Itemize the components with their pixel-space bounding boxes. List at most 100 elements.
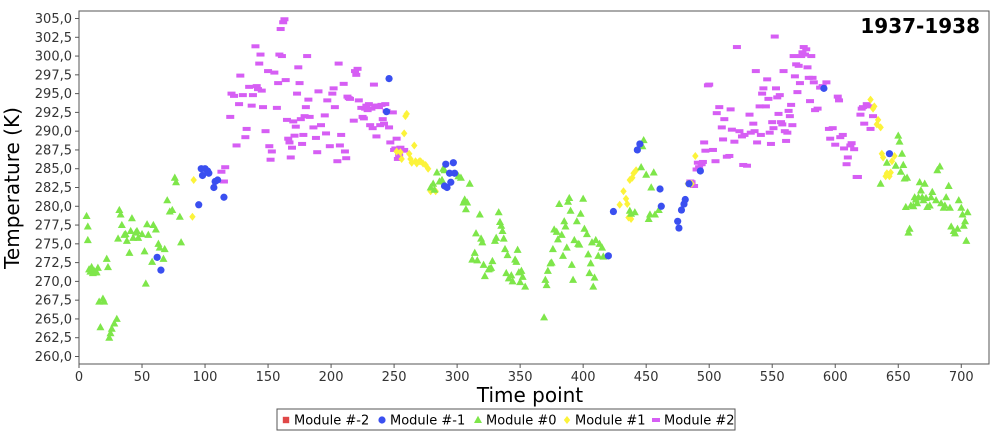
data-point bbox=[300, 114, 309, 119]
x-tick-label: 100 bbox=[193, 370, 218, 385]
data-point bbox=[586, 259, 595, 267]
data-point bbox=[328, 91, 337, 96]
y-tick-label: 265,0 bbox=[35, 312, 72, 327]
data-point bbox=[148, 257, 157, 265]
data-point bbox=[512, 257, 521, 265]
data-point bbox=[833, 94, 842, 99]
data-point bbox=[555, 199, 564, 208]
data-point bbox=[822, 80, 831, 85]
data-point bbox=[380, 121, 389, 126]
data-point bbox=[468, 255, 477, 263]
data-point bbox=[575, 240, 584, 248]
data-point bbox=[411, 141, 418, 150]
data-point bbox=[127, 214, 136, 222]
data-point bbox=[831, 142, 840, 147]
data-point bbox=[367, 106, 376, 111]
data-point bbox=[591, 235, 600, 244]
data-point bbox=[690, 183, 699, 188]
data-point bbox=[920, 179, 929, 187]
data-point bbox=[424, 164, 432, 173]
data-point bbox=[895, 137, 904, 145]
data-point bbox=[836, 135, 845, 140]
data-point bbox=[558, 251, 567, 259]
x-tick-label: 150 bbox=[256, 370, 281, 385]
data-point bbox=[582, 229, 591, 238]
data-point bbox=[626, 175, 633, 184]
data-point bbox=[813, 106, 822, 111]
data-point bbox=[241, 135, 250, 140]
data-point bbox=[470, 248, 479, 256]
data-point bbox=[871, 102, 878, 111]
data-point bbox=[232, 143, 241, 148]
data-point bbox=[122, 236, 131, 244]
data-point bbox=[656, 185, 664, 193]
x-tick-label: 200 bbox=[319, 370, 344, 385]
data-point bbox=[497, 221, 506, 229]
data-point bbox=[636, 140, 644, 148]
data-point bbox=[565, 193, 574, 202]
data-point bbox=[769, 126, 778, 131]
data-point bbox=[447, 178, 455, 186]
data-point bbox=[858, 105, 867, 110]
y-tick-label: 277,5 bbox=[35, 219, 72, 234]
data-point bbox=[261, 129, 270, 134]
data-point bbox=[95, 297, 104, 305]
data-point bbox=[270, 70, 279, 75]
data-point bbox=[226, 114, 235, 119]
data-point bbox=[947, 222, 956, 230]
data-point bbox=[888, 157, 896, 166]
data-point bbox=[958, 210, 967, 218]
data-point bbox=[117, 220, 126, 229]
data-point bbox=[170, 173, 179, 181]
data-point bbox=[291, 124, 300, 129]
data-point bbox=[850, 147, 859, 152]
data-point bbox=[701, 148, 710, 153]
data-point bbox=[705, 82, 714, 87]
data-point bbox=[856, 112, 865, 117]
data-point bbox=[513, 245, 522, 253]
data-point bbox=[437, 175, 446, 183]
data-point bbox=[584, 250, 593, 258]
y-tick-label: 272,5 bbox=[35, 256, 72, 271]
y-tick-label: 295,0 bbox=[35, 87, 72, 102]
data-point bbox=[264, 69, 273, 74]
data-point bbox=[280, 17, 289, 22]
data-point bbox=[443, 183, 451, 192]
x-tick-label: 0 bbox=[75, 370, 83, 385]
data-point bbox=[787, 102, 796, 107]
data-point bbox=[266, 157, 275, 162]
data-point bbox=[711, 159, 720, 164]
data-point bbox=[885, 150, 894, 158]
data-point bbox=[335, 143, 344, 148]
data-point bbox=[507, 271, 516, 279]
data-point bbox=[953, 224, 962, 232]
data-point bbox=[846, 143, 855, 148]
data-point bbox=[103, 262, 112, 271]
data-point bbox=[499, 234, 508, 242]
plot-area bbox=[78, 10, 990, 365]
data-point bbox=[195, 201, 203, 209]
data-point bbox=[745, 112, 754, 117]
data-point bbox=[957, 203, 966, 211]
data-point bbox=[430, 185, 439, 193]
data-point bbox=[252, 84, 261, 89]
data-point bbox=[650, 210, 659, 218]
data-point bbox=[138, 229, 147, 238]
data-point bbox=[284, 136, 293, 141]
data-point bbox=[809, 80, 818, 85]
data-point bbox=[637, 163, 646, 171]
y-tick-label: 300,0 bbox=[35, 50, 72, 65]
data-point bbox=[882, 158, 891, 166]
data-point bbox=[692, 167, 701, 172]
data-points bbox=[82, 17, 972, 341]
data-point bbox=[450, 169, 459, 177]
data-point bbox=[322, 131, 331, 136]
data-point bbox=[426, 183, 435, 191]
x-tick-label: 250 bbox=[382, 370, 407, 385]
data-point bbox=[281, 78, 290, 83]
data-point bbox=[115, 205, 124, 214]
data-point bbox=[277, 54, 286, 59]
data-point bbox=[743, 163, 752, 168]
data-point bbox=[937, 199, 946, 207]
data-point bbox=[916, 186, 925, 194]
